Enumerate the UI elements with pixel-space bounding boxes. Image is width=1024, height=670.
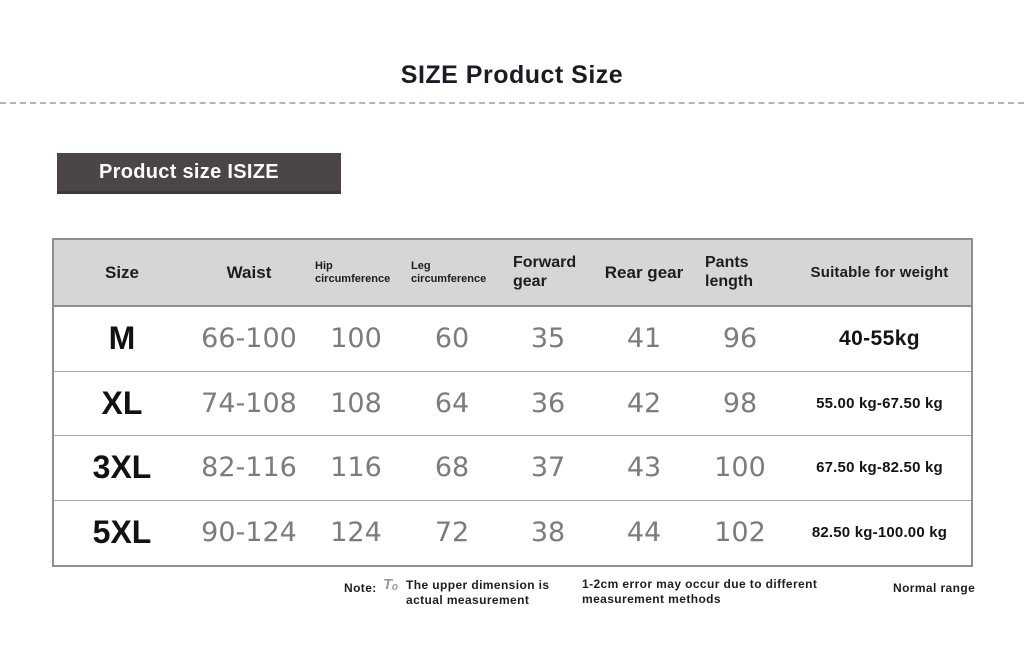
cell-hip: 100 bbox=[330, 323, 382, 355]
page-title: SIZE Product Size bbox=[400, 61, 624, 89]
cell-waist: 90-124 bbox=[201, 517, 297, 549]
cell-pants-length: 96 bbox=[722, 323, 758, 355]
cell-pants-length: 102 bbox=[714, 517, 766, 549]
column-header-hip: Hip circumference bbox=[315, 259, 391, 285]
cell-rear-gear: 41 bbox=[626, 323, 662, 355]
cell-forward-gear: 38 bbox=[530, 517, 566, 549]
column-header-weight: Suitable for weight bbox=[810, 263, 949, 281]
column-header-waist: Waist bbox=[226, 262, 272, 282]
cell-size: 3XL bbox=[92, 449, 152, 486]
table-row: XL 74-108 108 64 36 42 98 55.00 kg-67.50… bbox=[54, 372, 971, 436]
table-row: 5XL 90-124 124 72 38 44 102 82.50 kg-100… bbox=[54, 501, 971, 566]
cell-rear-gear: 43 bbox=[626, 452, 662, 484]
cell-hip: 124 bbox=[330, 517, 382, 549]
cell-waist: 82-116 bbox=[201, 452, 297, 484]
cell-leg: 68 bbox=[434, 452, 470, 484]
cell-waist: 66-100 bbox=[201, 323, 297, 355]
cell-pants-length: 98 bbox=[722, 387, 758, 419]
cell-hip: 108 bbox=[330, 387, 382, 419]
column-header-pants-length: Pants length bbox=[705, 254, 753, 290]
note-label: Note: bbox=[344, 581, 377, 595]
cell-size: XL bbox=[101, 384, 143, 421]
note-normal-range: Normal range bbox=[893, 581, 976, 595]
cell-weight: 67.50 kg-82.50 kg bbox=[816, 459, 943, 477]
dashed-divider bbox=[0, 102, 1024, 104]
cell-pants-length: 100 bbox=[714, 452, 766, 484]
cell-hip: 116 bbox=[330, 452, 382, 484]
table-header-row: Size Waist Hip circumference Leg circumf… bbox=[54, 240, 971, 307]
column-header-forward-gear: Forward gear bbox=[513, 254, 577, 290]
cell-rear-gear: 44 bbox=[626, 517, 662, 549]
cell-weight: 40-55kg bbox=[838, 326, 921, 350]
note-actual-measurement: The upper dimension is actual measuremen… bbox=[406, 578, 550, 607]
cell-size: 5XL bbox=[92, 514, 152, 551]
cell-rear-gear: 42 bbox=[626, 387, 662, 419]
cell-weight: 55.00 kg-67.50 kg bbox=[816, 394, 943, 412]
size-table: Size Waist Hip circumference Leg circumf… bbox=[52, 238, 973, 567]
table-body: M 66-100 100 60 35 41 96 40-55kg XL 74-1… bbox=[54, 307, 971, 565]
table-row: M 66-100 100 60 35 41 96 40-55kg bbox=[54, 307, 971, 372]
column-header-rear-gear: Rear gear bbox=[604, 262, 684, 282]
column-header-size: Size bbox=[104, 262, 140, 282]
product-size-banner: Product size ISIZE bbox=[57, 153, 341, 194]
cell-leg: 60 bbox=[434, 323, 470, 355]
table-row: 3XL 82-116 116 68 37 43 100 67.50 kg-82.… bbox=[54, 436, 971, 501]
cell-size: M bbox=[108, 320, 136, 357]
cell-forward-gear: 35 bbox=[530, 323, 566, 355]
banner-label: Product size ISIZE bbox=[99, 160, 279, 183]
cell-forward-gear: 37 bbox=[530, 452, 566, 484]
column-header-leg: Leg circumference bbox=[411, 259, 487, 285]
cell-forward-gear: 36 bbox=[530, 387, 566, 419]
note-error-range: 1-2cm error may occur due to different m… bbox=[582, 577, 818, 606]
cell-waist: 74-108 bbox=[201, 387, 297, 419]
cell-leg: 64 bbox=[434, 387, 470, 419]
cell-weight: 82.50 kg-100.00 kg bbox=[811, 524, 948, 542]
cell-leg: 72 bbox=[434, 517, 470, 549]
measure-icon: Tₒ bbox=[383, 576, 399, 593]
